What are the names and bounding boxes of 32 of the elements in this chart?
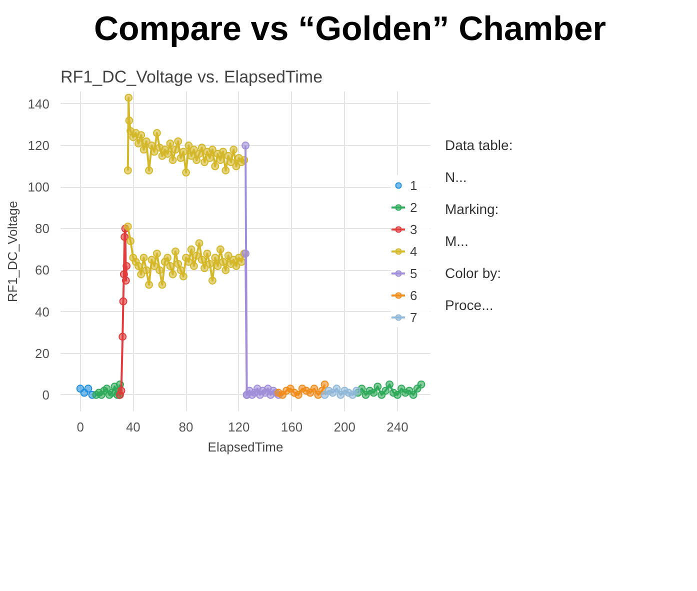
x-tick-label: 200 [334,420,356,434]
chart-title: Compare vs “Golden” Chamber [94,9,606,50]
y-tick-label: 140 [28,96,50,112]
x-axis-title: ElapsedTime [208,440,284,454]
legend-label: 6 [410,288,418,302]
y-tick-label: 60 [35,262,50,278]
y-tick-label: 120 [28,138,50,154]
y-tick-label: 40 [35,304,50,320]
text: Marking: [445,200,499,219]
legend-label: 2 [410,200,418,214]
legend-label: 1 [410,178,418,192]
x-tick-label: 40 [126,420,140,434]
text: Color by: [445,264,502,283]
text: M... [445,232,468,251]
x-tick-label: 80 [178,420,194,434]
text: Proce... [445,296,494,315]
x-tick-label: 240 [386,420,408,434]
text: Data table: [445,136,513,155]
y-tick-label: 80 [35,221,50,236]
y-axis-title: RF1_DC_Voltage [4,200,20,302]
chart-subtitle: RF1_DC_Voltage vs. ElapsedTime [60,68,323,86]
x-tick-label: 120 [228,420,250,434]
legend-label: 4 [410,244,418,258]
y-tick-label: 0 [42,387,50,402]
legend-label: 5 [410,266,418,280]
legend-label: 3 [410,222,418,236]
y-tick-label: 100 [28,180,50,195]
y-tick-label: 20 [35,346,50,361]
x-tick-label: 0 [76,420,84,434]
text: N... [445,168,467,187]
legend-label: 7 [410,310,418,324]
x-tick-label: 160 [280,420,303,434]
